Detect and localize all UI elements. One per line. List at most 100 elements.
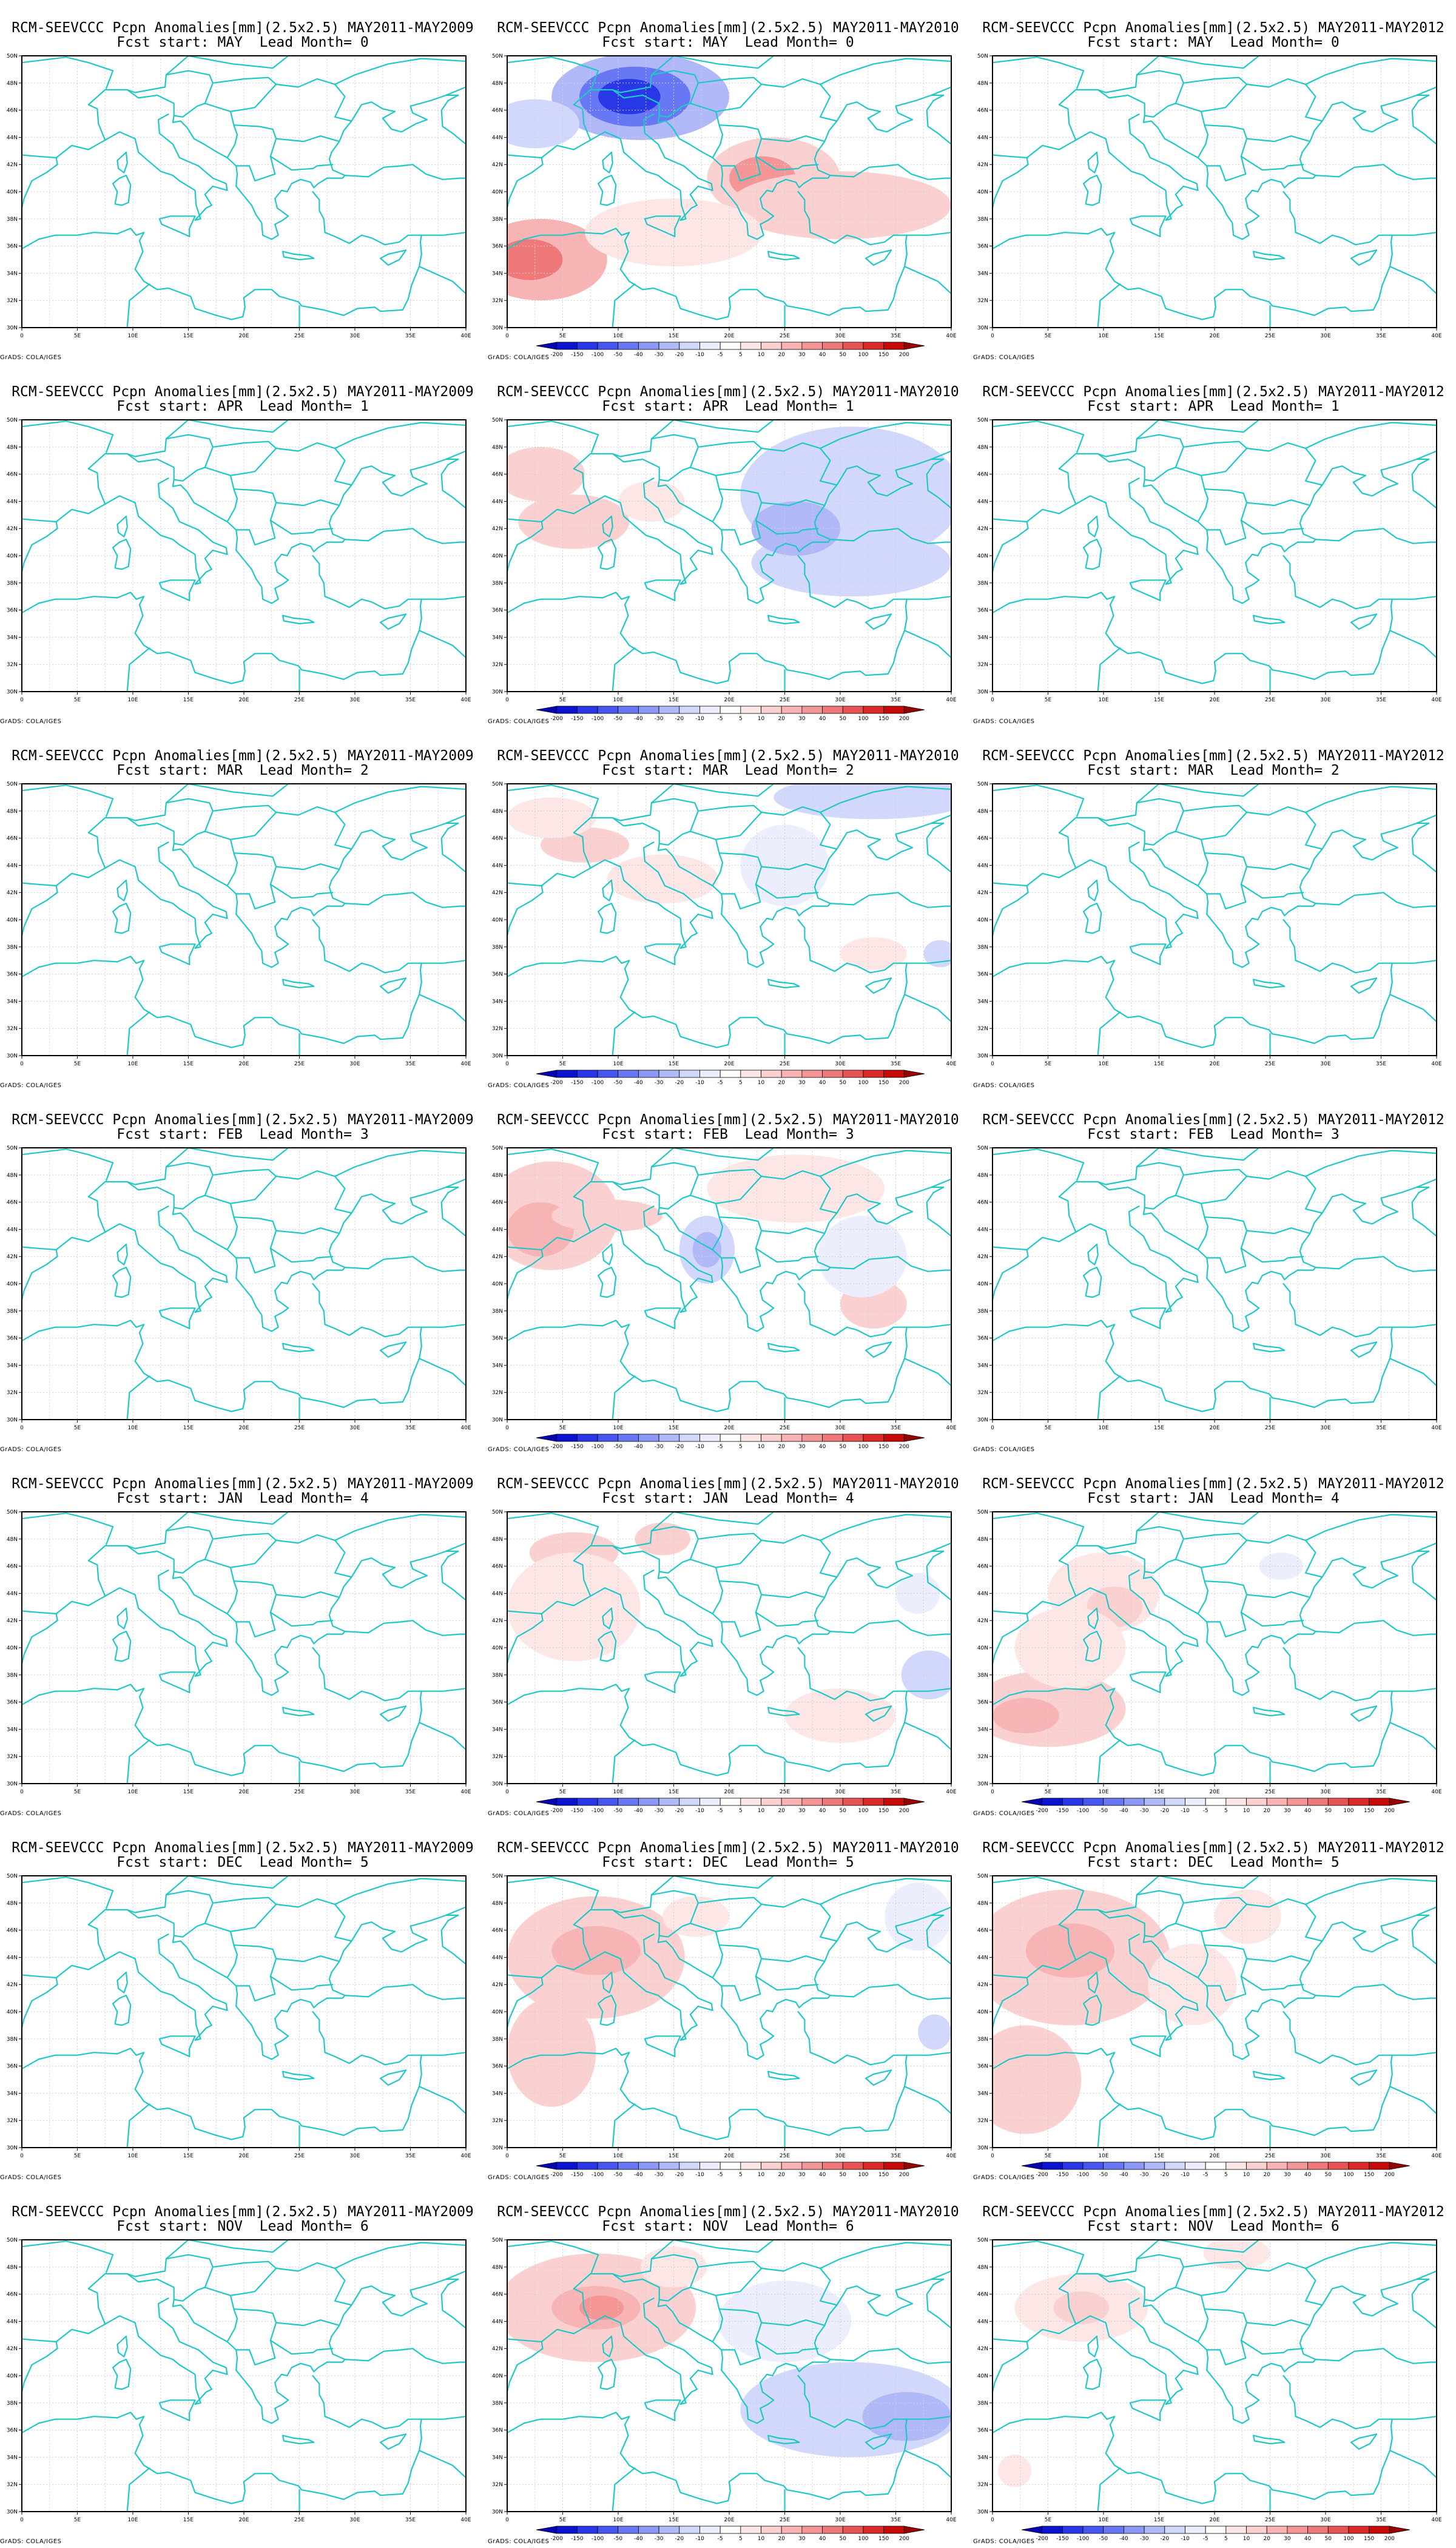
- y-tick-label: 30N: [977, 1417, 988, 1423]
- coastline: [993, 2240, 1085, 2273]
- colorbar-label: 100: [1343, 2536, 1353, 2542]
- y-tick-label: 50N: [492, 417, 503, 423]
- y-tick-label: 32N: [977, 1390, 988, 1396]
- y-tick-label: 48N: [7, 1173, 18, 1179]
- anomaly-region: [579, 2295, 624, 2320]
- coastline: [507, 1249, 544, 1301]
- coastline: [993, 1512, 1085, 1545]
- x-tick-label: 5E: [1045, 1425, 1052, 1431]
- y-tick-label: 32N: [492, 1026, 503, 1032]
- grid-lines: [993, 56, 1437, 328]
- coastline: [172, 1914, 466, 2060]
- coastline: [1350, 2433, 1378, 2450]
- x-tick-label: 10E: [127, 333, 138, 339]
- colorbar-label: -200: [1036, 1808, 1048, 1814]
- x-tick-label: 25E: [1265, 1789, 1275, 1795]
- colorbar-label: -10: [695, 1444, 704, 1450]
- coastline: [1240, 519, 1304, 535]
- y-tick-label: 42N: [977, 526, 988, 532]
- x-tick-label: 25E: [294, 1425, 305, 1431]
- panel-title: RCM-SEEVCCC Pcpn Anomalies[mm](2.5x2.5) …: [497, 1476, 959, 1492]
- colorbar-cell: [556, 342, 578, 350]
- x-tick-label: 25E: [780, 1425, 790, 1431]
- map-panel: 0 5E 10E 15E 20E 25E 30E 35E 40E 50N 48N 46N 44N 42N 4…: [0, 1456, 485, 1820]
- colorbar-label: 10: [758, 1444, 765, 1450]
- coastline: [598, 175, 617, 206]
- y-tick-label: 38N: [492, 1673, 503, 1679]
- coastline: [1389, 2450, 1437, 2479]
- coastline: [158, 2035, 196, 2057]
- coastline: [1315, 164, 1437, 180]
- colorbar-label: 5: [739, 2536, 743, 2542]
- x-tick-label: 10E: [127, 697, 138, 703]
- coastline: [507, 2240, 599, 2273]
- anomaly-region: [1025, 1923, 1115, 1978]
- x-tick-label: 20E: [238, 697, 249, 703]
- colorbar-label: -50: [1099, 2536, 1108, 2542]
- x-tick-label: 0: [20, 1425, 24, 1431]
- coastline: [22, 1613, 58, 1665]
- map-body: [507, 1512, 951, 1784]
- colorbar-cell: [638, 2526, 659, 2534]
- y-tick-label: 48N: [977, 1537, 988, 1543]
- colorbar-label: -200: [1036, 2536, 1048, 2542]
- colorbar-cell: [1348, 2162, 1370, 2170]
- colorbar-cell: [1389, 2526, 1410, 2534]
- x-tick-label: 30E: [349, 697, 360, 703]
- coastline: [829, 528, 951, 544]
- x-tick-label: 30E: [835, 2153, 845, 2159]
- y-tick-label: 38N: [977, 1309, 988, 1315]
- colorbar-label: -20: [675, 1444, 684, 1450]
- colorbar-label: -10: [1181, 2536, 1190, 2542]
- colorbar-label: 30: [798, 1808, 806, 1814]
- coastline: [126, 283, 150, 328]
- coastline: [755, 2339, 819, 2355]
- y-tick-label: 48N: [7, 1537, 18, 1543]
- coastlines: [993, 56, 1437, 328]
- x-tick-label: 10E: [1098, 697, 1108, 703]
- coastline: [1350, 977, 1378, 994]
- colorbar-cell: [1124, 2162, 1145, 2170]
- coastline: [1129, 1671, 1167, 1693]
- y-tick-label: 32N: [492, 298, 503, 304]
- coastline: [275, 1955, 340, 1963]
- coastline: [1136, 2240, 1260, 2260]
- colorbar-label: -40: [634, 1444, 643, 1450]
- coastline: [993, 1249, 1029, 1301]
- coastline: [380, 1341, 407, 1358]
- y-tick-label: 40N: [977, 553, 988, 559]
- coastline: [650, 1512, 775, 1532]
- panel-title: RCM-SEEVCCC Pcpn Anomalies[mm](2.5x2.5) …: [497, 1840, 959, 1856]
- colorbar-cell: [863, 342, 885, 350]
- coastline: [112, 903, 132, 934]
- grads-credit: GrADS: COLA/IGES: [0, 2538, 62, 2545]
- colorbar-label: 200: [1384, 2172, 1395, 2178]
- x-tick-label: 15E: [669, 1425, 679, 1431]
- colorbar-label: -10: [695, 352, 704, 358]
- x-tick-label: 30E: [349, 1061, 360, 1067]
- map-canvas: 0 5E 10E 15E 20E 25E 30E 35E 40E 50N 48N 46N 44N 42N 4…: [7, 417, 471, 703]
- colorbar-cell: [720, 342, 741, 350]
- coastline: [1097, 1526, 1184, 1574]
- map-canvas: 0 5E 10E 15E 20E 25E 30E 35E 40E 50N 48N 46N 44N 42N 4…: [977, 1509, 1442, 1814]
- colorbar-label: 40: [819, 716, 826, 722]
- coastline: [761, 2319, 826, 2327]
- coastline: [865, 613, 892, 630]
- coastline: [507, 518, 542, 523]
- colorbar: -200 -150 -100 -50 -40 -30 -20 -10 -5 5 10 20 30 40 50…: [1021, 1798, 1410, 1814]
- colorbar-label: -50: [613, 2172, 622, 2178]
- x-tick-label: 20E: [238, 1425, 249, 1431]
- x-tick-label: 25E: [1265, 1061, 1275, 1067]
- panel-subtitle: Fcst start: FEB Lead Month= 3: [116, 1127, 369, 1142]
- y-tick-label: 50N: [7, 417, 18, 423]
- y-tick-label: 50N: [7, 2237, 18, 2243]
- coastline: [644, 1671, 681, 1693]
- coastline: [993, 1148, 1085, 1181]
- grads-credit: GrADS: COLA/IGES: [0, 354, 62, 361]
- coastline: [172, 1186, 466, 1332]
- coastline: [1083, 903, 1102, 934]
- colorbar: -200 -150 -100 -50 -40 -30 -20 -10 -5 5 10 20 30 40 50…: [536, 1798, 925, 1814]
- colorbar-label: 30: [1284, 1808, 1291, 1814]
- anomaly-region: [507, 239, 563, 280]
- y-tick-label: 44N: [7, 1955, 18, 1961]
